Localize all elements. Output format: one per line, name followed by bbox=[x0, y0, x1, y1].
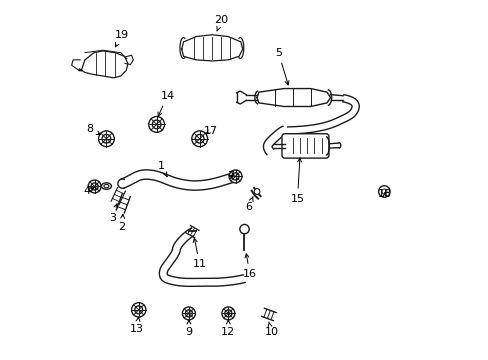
Text: 13: 13 bbox=[130, 318, 143, 334]
Text: 14: 14 bbox=[158, 91, 174, 116]
Circle shape bbox=[191, 131, 207, 147]
Circle shape bbox=[239, 225, 249, 234]
Text: 3: 3 bbox=[109, 204, 118, 222]
Circle shape bbox=[378, 186, 389, 197]
Text: 2: 2 bbox=[118, 214, 125, 231]
Circle shape bbox=[88, 180, 101, 193]
Text: 4: 4 bbox=[84, 186, 94, 197]
Text: 17: 17 bbox=[203, 126, 217, 135]
Text: 8: 8 bbox=[86, 124, 100, 135]
Text: 12: 12 bbox=[221, 320, 235, 337]
Text: 5: 5 bbox=[275, 48, 288, 85]
Circle shape bbox=[222, 307, 234, 320]
Text: 16: 16 bbox=[243, 254, 256, 279]
Polygon shape bbox=[182, 35, 242, 61]
Text: 20: 20 bbox=[214, 15, 228, 31]
Text: 9: 9 bbox=[185, 320, 192, 337]
Text: 18: 18 bbox=[377, 189, 391, 199]
Text: 19: 19 bbox=[115, 30, 129, 47]
Circle shape bbox=[182, 307, 195, 320]
Text: 10: 10 bbox=[264, 322, 278, 337]
Circle shape bbox=[99, 131, 114, 147]
Text: 6: 6 bbox=[245, 197, 253, 212]
Circle shape bbox=[148, 117, 164, 132]
Polygon shape bbox=[257, 89, 330, 107]
Circle shape bbox=[228, 170, 242, 183]
FancyBboxPatch shape bbox=[282, 134, 328, 158]
Ellipse shape bbox=[101, 183, 111, 189]
Text: 1: 1 bbox=[158, 161, 167, 177]
Text: 15: 15 bbox=[290, 158, 304, 204]
Circle shape bbox=[131, 303, 145, 317]
Text: 7: 7 bbox=[227, 171, 234, 181]
Circle shape bbox=[254, 189, 260, 194]
Text: 11: 11 bbox=[192, 238, 206, 269]
